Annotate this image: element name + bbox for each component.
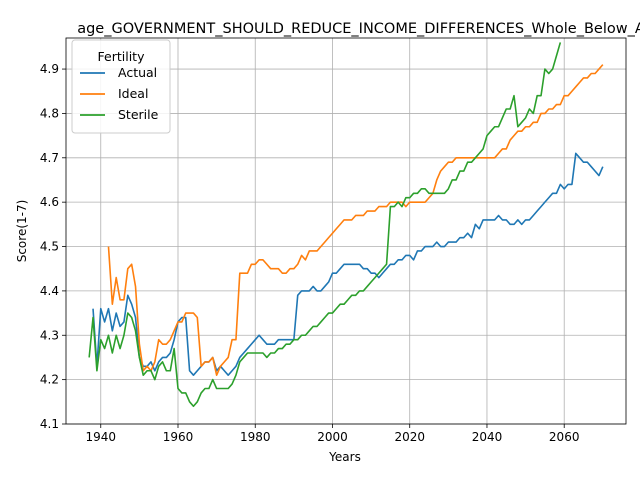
y-tick-label: 4.3 xyxy=(40,328,59,342)
legend: Fertility Actual Ideal Sterile xyxy=(71,39,171,134)
legend-label-actual: Actual xyxy=(118,65,157,80)
y-tick-label: 4.9 xyxy=(40,62,59,76)
x-tick-label: 2040 xyxy=(472,430,503,444)
plot-frame xyxy=(65,37,627,425)
x-tick-label: 2000 xyxy=(317,430,348,444)
legend-label-sterile: Sterile xyxy=(118,107,159,122)
x-axis-title: Years xyxy=(328,450,361,464)
x-tick-label: 1960 xyxy=(163,430,194,444)
chart-title: age_GOVERNMENT_SHOULD_REDUCE_INCOME_DIFF… xyxy=(77,21,640,37)
y-tick-label: 4.8 xyxy=(40,106,59,120)
y-tick-label: 4.2 xyxy=(40,373,59,387)
legend-entries: Actual Ideal Sterile xyxy=(80,65,159,122)
x-axis: 1940 1960 1980 2000 2020 2040 2060 xyxy=(85,424,579,444)
y-tick-label: 4.1 xyxy=(40,417,59,431)
legend-box xyxy=(71,39,171,134)
x-tick-label: 1940 xyxy=(85,430,116,444)
x-tick-label: 2060 xyxy=(549,430,580,444)
y-tick-label: 4.6 xyxy=(40,195,59,209)
y-tick-label: 4.4 xyxy=(40,284,59,298)
y-tick-label: 4.5 xyxy=(40,240,59,254)
x-tick-label: 2020 xyxy=(394,430,425,444)
series-line-ideal xyxy=(107,64,604,376)
series-line-sterile xyxy=(88,42,562,408)
x-tick-label: 1980 xyxy=(240,430,271,444)
series-layer xyxy=(88,42,604,408)
legend-title: Fertility xyxy=(98,49,146,64)
y-tick-label: 4.7 xyxy=(40,151,59,165)
legend-label-ideal: Ideal xyxy=(118,86,148,101)
y-axis-title: Score(1-7) xyxy=(15,200,29,263)
y-axis: 4.1 4.2 4.3 4.4 4.5 4.6 4.7 4.8 4.9 xyxy=(40,62,66,431)
